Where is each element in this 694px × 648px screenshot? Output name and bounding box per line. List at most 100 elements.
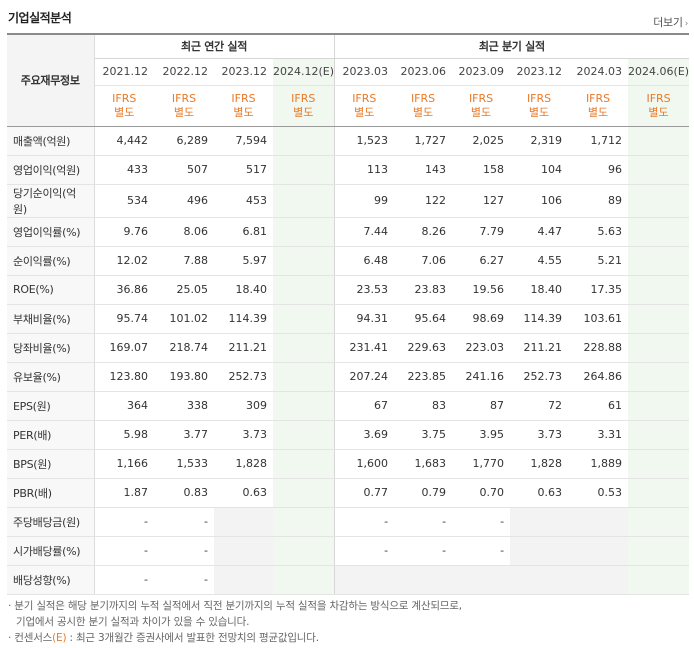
table-cell: 0.53 [568,478,629,508]
table-cell [273,155,335,185]
table-cell: 338 [154,390,214,421]
table-cell: 6,289 [154,126,214,156]
table-cell [273,362,335,392]
table-cell [510,565,569,595]
table-cell [628,333,690,363]
table-cell: 143 [394,155,453,185]
table-cell: 1,712 [568,126,629,156]
table-cell: 83 [394,390,453,421]
table-cell: 87 [452,390,511,421]
footnotes: · 분기 실적은 해당 분기까지의 누적 실적에서 직전 분기까지의 누적 실적… [8,598,462,646]
row-label: 배당성향(%) [7,565,95,595]
ifrs-label: IFRS [171,91,197,105]
table-cell [628,420,690,450]
ifrs-badge: IFRS 별도 [154,85,214,127]
table-cell: 207.24 [333,362,395,392]
table-cell: 23.83 [394,275,453,305]
ifrs-label: IFRS [526,91,552,105]
table-cell: 4,442 [94,126,154,156]
table-cell: 228.88 [568,333,629,363]
table-cell: 12.02 [94,246,154,276]
row-label: ROE(%) [7,275,95,305]
ifrs-badge: IFRS 별도 [333,85,395,127]
table-cell: 0.79 [394,478,453,508]
row-label: PER(배) [7,420,95,450]
table-cell: 2,319 [510,126,569,156]
row-label: 매출액(억원) [7,126,95,156]
table-cell [628,216,690,247]
table-cell: 241.16 [452,362,511,392]
ifrs-label: IFRS [585,91,611,105]
table-row: 배당성향(%) - - [7,565,690,595]
table-cell: 211.21 [510,333,569,363]
ifrs-label: IFRS [352,91,377,105]
table-row: 매출액(억원) 4,442 6,289 7,594 1,523 1,727 2,025 2,3… [7,126,690,156]
table-cell: - [333,506,395,537]
table-cell: 229.63 [394,333,453,363]
table-cell: 5.97 [214,246,273,276]
table-cell: 103.61 [568,303,629,334]
consensus-label: · 컨센서스 [8,632,53,644]
table-cell: 364 [94,390,154,421]
table-row: 영업이익률(%) 9.76 8.06 6.81 7.44 8.26 7.79 4.47 5.63 [7,216,690,247]
chevron-right-icon: › [684,19,689,29]
table-cell: 67 [333,390,395,421]
table-cell: 453 [214,184,273,218]
ifrs-type: 별도 [648,105,669,119]
table-cell [628,155,690,185]
table-cell [568,565,629,595]
row-label: PBR(배) [7,478,95,508]
ifrs-badge: IFRS 별도 [628,85,690,127]
period-header: 2024.06(E) [628,58,689,86]
table-cell: 6.27 [452,246,511,276]
table-cell: 96 [568,155,629,185]
ifrs-type: 별도 [587,105,609,119]
table-cell: 99 [333,184,395,218]
ifrs-type: 별도 [173,105,195,119]
group-quarter: 최근 분기 실적 [333,33,690,59]
table-cell: 4.55 [510,246,569,276]
table-cell: 95.74 [94,303,154,334]
table-cell: 7.88 [154,246,214,276]
period-header: 2023.06 [394,58,453,86]
table-cell [214,536,273,566]
more-label: 더보기 [653,16,683,29]
table-row: ROE(%) 36.86 25.05 18.40 23.53 23.83 19.56 18.4… [7,275,690,305]
ifrs-badge: IFRS 별도 [94,85,154,127]
table-cell: 1,770 [452,449,511,479]
table-cell: 1,889 [568,449,629,479]
table-cell: 1,828 [214,449,273,479]
table-cell [273,420,335,450]
table-cell: 122 [394,184,453,218]
table-cell: - [452,536,511,566]
row-label: 주당배당금(원) [7,506,95,537]
table-cell: - [154,506,214,537]
table-cell: 211.21 [214,333,273,363]
table-cell: 123.80 [94,362,154,392]
period-header: 2023.12 [510,58,569,86]
table-cell [273,478,335,508]
table-cell: 18.40 [510,275,569,305]
table-cell [452,565,511,595]
more-link[interactable]: 더보기 › [653,14,688,30]
table-cell: 1,523 [333,126,395,156]
table-cell: 8.06 [154,216,214,247]
table-cell: 8.26 [394,216,453,247]
table-cell [273,126,335,156]
table-cell: 264.86 [568,362,629,392]
ifrs-label: IFRS [646,91,671,105]
table-cell: 61 [568,390,629,421]
table-cell: 309 [214,390,273,421]
ifrs-badge: IFRS 별도 [394,85,453,127]
table-cell: - [333,536,395,566]
table-cell: 7.06 [394,246,453,276]
table-cell: 231.41 [333,333,395,363]
row-label: 영업이익(억원) [7,155,95,185]
table-cell: 2,025 [452,126,511,156]
table-cell: 3.77 [154,420,214,450]
table-row: 부채비율(%) 95.74 101.02 114.39 94.31 95.64 98.69 1… [7,303,690,334]
table-cell: 3.73 [510,420,569,450]
table-cell: 496 [154,184,214,218]
table-cell [273,536,335,566]
ifrs-type: 별도 [114,105,135,119]
